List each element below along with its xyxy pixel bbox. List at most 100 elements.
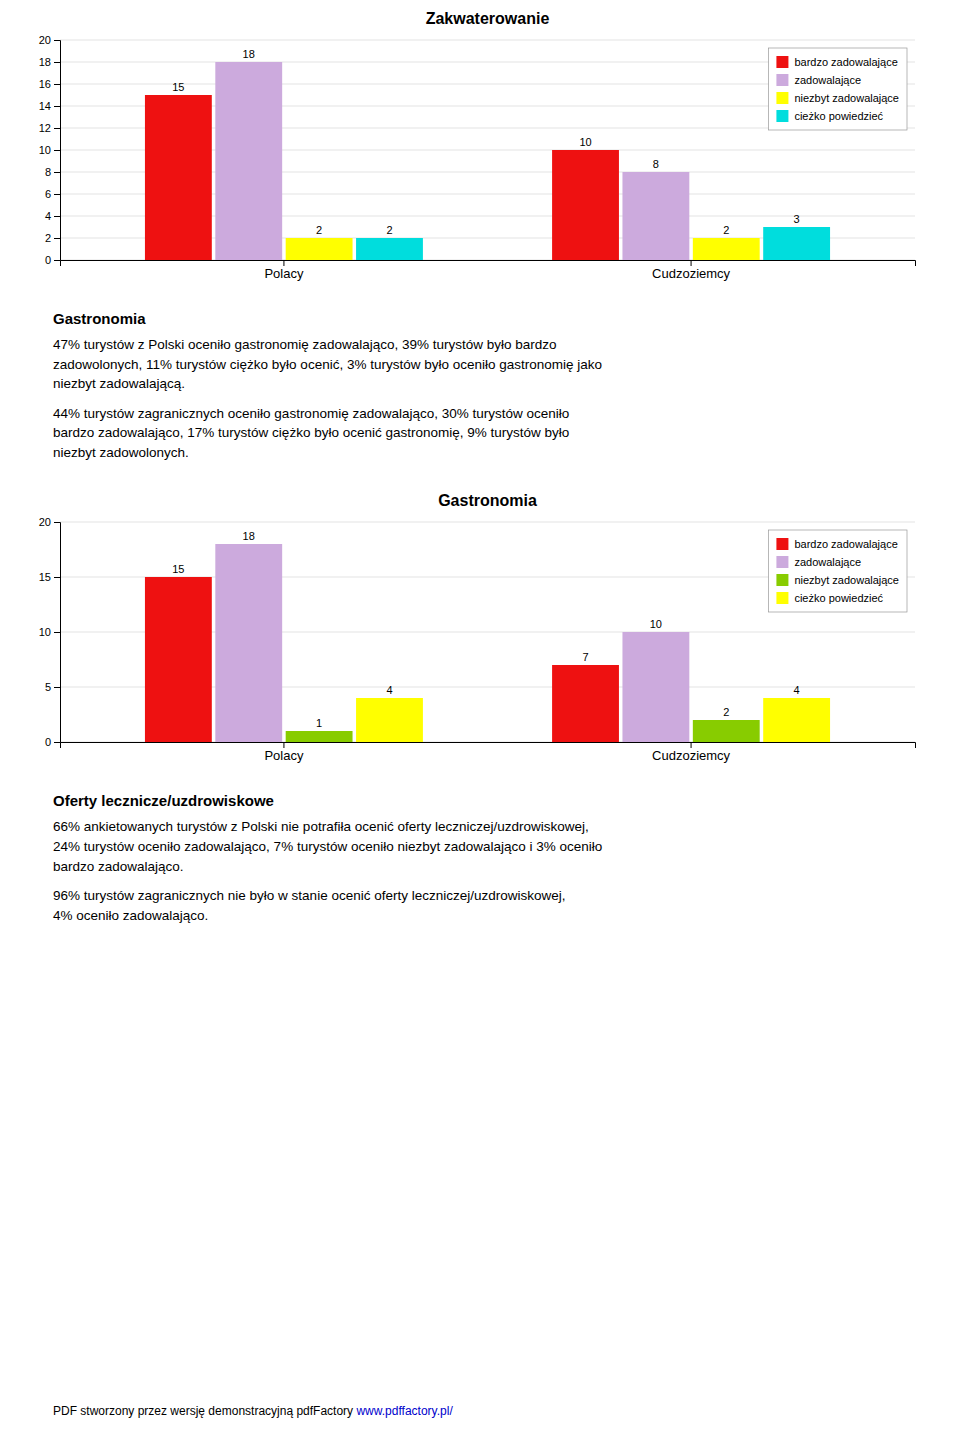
tick: Polacy bbox=[264, 742, 304, 763]
bar bbox=[286, 238, 353, 260]
tick-mark bbox=[283, 260, 284, 266]
bar bbox=[552, 150, 619, 260]
data-label: 4 bbox=[386, 684, 392, 696]
tick: 5 bbox=[45, 681, 60, 693]
tick-label: 20 bbox=[39, 34, 51, 46]
tick-label: 0 bbox=[45, 736, 51, 748]
data-label: 7 bbox=[582, 651, 588, 663]
paragraph: 96% turystów zagranicznych nie było w st… bbox=[53, 886, 907, 925]
bar bbox=[145, 95, 212, 260]
tick: 10 bbox=[39, 626, 60, 638]
bar bbox=[552, 665, 619, 742]
legend-item: zadowalające bbox=[776, 556, 861, 568]
x-axis: PolacyCudzoziemcy bbox=[61, 260, 916, 281]
tick: Cudzoziemcy bbox=[652, 742, 731, 763]
tick-mark bbox=[691, 742, 692, 748]
bar bbox=[286, 731, 353, 742]
tick: 20 bbox=[39, 34, 60, 46]
tick: 8 bbox=[45, 166, 60, 178]
series bbox=[215, 62, 689, 260]
legend-swatch bbox=[776, 538, 788, 550]
legend-frame bbox=[768, 530, 907, 612]
series bbox=[356, 227, 830, 260]
legend-item: niezbyt zadowalające bbox=[776, 574, 899, 586]
data-label: 18 bbox=[243, 48, 255, 60]
tick: 18 bbox=[39, 56, 60, 68]
tick-label: 10 bbox=[39, 144, 51, 156]
bars bbox=[145, 544, 830, 742]
tick-mark bbox=[54, 260, 60, 261]
tick: 6 bbox=[45, 188, 60, 200]
tick-mark bbox=[54, 40, 60, 41]
data-label: 2 bbox=[723, 224, 729, 236]
legend: bardzo zadowalającezadowalająceniezbyt z… bbox=[768, 48, 907, 130]
tick: 2 bbox=[45, 232, 60, 244]
data-label: 8 bbox=[653, 158, 659, 170]
tick-label: Cudzoziemcy bbox=[652, 749, 731, 764]
data-label: 3 bbox=[794, 213, 800, 225]
legend-swatch bbox=[776, 92, 788, 104]
series bbox=[215, 544, 689, 742]
legend-label: zadowalające bbox=[794, 556, 861, 568]
axis-line bbox=[54, 523, 61, 743]
data-label: 15 bbox=[172, 81, 184, 93]
data-label: 10 bbox=[579, 136, 591, 148]
tick-mark bbox=[54, 150, 60, 151]
page: 1510188222302468101214161820PolacyCudzoz… bbox=[0, 0, 960, 1446]
tick-label: 18 bbox=[39, 56, 51, 68]
legend-swatch bbox=[776, 592, 788, 604]
grid bbox=[60, 522, 915, 742]
data-label: 18 bbox=[243, 530, 255, 542]
tick: 20 bbox=[39, 516, 60, 528]
bars bbox=[145, 62, 830, 260]
tick-label: 12 bbox=[39, 122, 51, 134]
legend-swatch bbox=[776, 574, 788, 586]
bar bbox=[763, 698, 830, 742]
data-label: 10 bbox=[650, 618, 662, 630]
data-label: 2 bbox=[386, 224, 392, 236]
tick-label: Polacy bbox=[264, 749, 304, 764]
y-axis: 02468101214161820 bbox=[39, 34, 61, 266]
tick: 0 bbox=[45, 254, 60, 266]
data-labels: 15718101244 bbox=[172, 530, 799, 729]
tick-mark bbox=[54, 522, 60, 523]
legend-item: zadowalające bbox=[776, 74, 861, 86]
bar bbox=[622, 172, 689, 260]
tick-mark bbox=[283, 742, 284, 748]
y-axis: 05101520 bbox=[39, 516, 61, 748]
tick-mark bbox=[54, 216, 60, 217]
chart: 1510188222302468101214161820PolacyCudzoz… bbox=[0, 0, 960, 300]
grid-line bbox=[60, 40, 915, 41]
legend-swatch bbox=[776, 110, 788, 122]
tick-label: 16 bbox=[39, 78, 51, 90]
plot: 1510188222302468101214161820PolacyCudzoz… bbox=[39, 34, 916, 281]
tick: 12 bbox=[39, 122, 60, 134]
section-heading: Oferty lecznicze/uzdrowiskowe bbox=[53, 792, 907, 809]
series bbox=[286, 238, 760, 260]
footer: PDF stworzony przez wersję demonstracyjn… bbox=[53, 1404, 453, 1418]
tick-label: Polacy bbox=[264, 266, 304, 281]
legend-item: cieżko powiedzieć bbox=[776, 110, 883, 122]
tick: 14 bbox=[39, 100, 60, 112]
tick-label: 8 bbox=[45, 166, 51, 178]
tick: Polacy bbox=[264, 260, 304, 281]
paragraph: 44% turystów zagranicznych oceniło gastr… bbox=[53, 404, 907, 463]
tick-mark bbox=[54, 194, 60, 195]
text-block: Gastronomia47% turystów z Polski oceniło… bbox=[0, 300, 960, 482]
tick: 16 bbox=[39, 78, 60, 90]
data-label: 2 bbox=[316, 224, 322, 236]
section-heading: Gastronomia bbox=[53, 310, 907, 327]
plot: 1571810124405101520PolacyCudzoziemcybard… bbox=[39, 516, 916, 763]
grid bbox=[60, 40, 915, 260]
legend-label: cieżko powiedzieć bbox=[794, 110, 883, 122]
legend-label: bardzo zadowalające bbox=[794, 56, 897, 68]
tick-label: 0 bbox=[45, 254, 51, 266]
chart-title: Zakwaterowanie bbox=[426, 10, 550, 27]
data-label: 15 bbox=[172, 563, 184, 575]
tick-mark bbox=[54, 577, 60, 578]
legend-label: niezbyt zadowalające bbox=[794, 574, 899, 586]
legend: bardzo zadowalającezadowalająceniezbyt z… bbox=[768, 530, 907, 612]
legend-frame bbox=[768, 48, 907, 130]
bar bbox=[356, 238, 423, 260]
tick-mark bbox=[54, 106, 60, 107]
